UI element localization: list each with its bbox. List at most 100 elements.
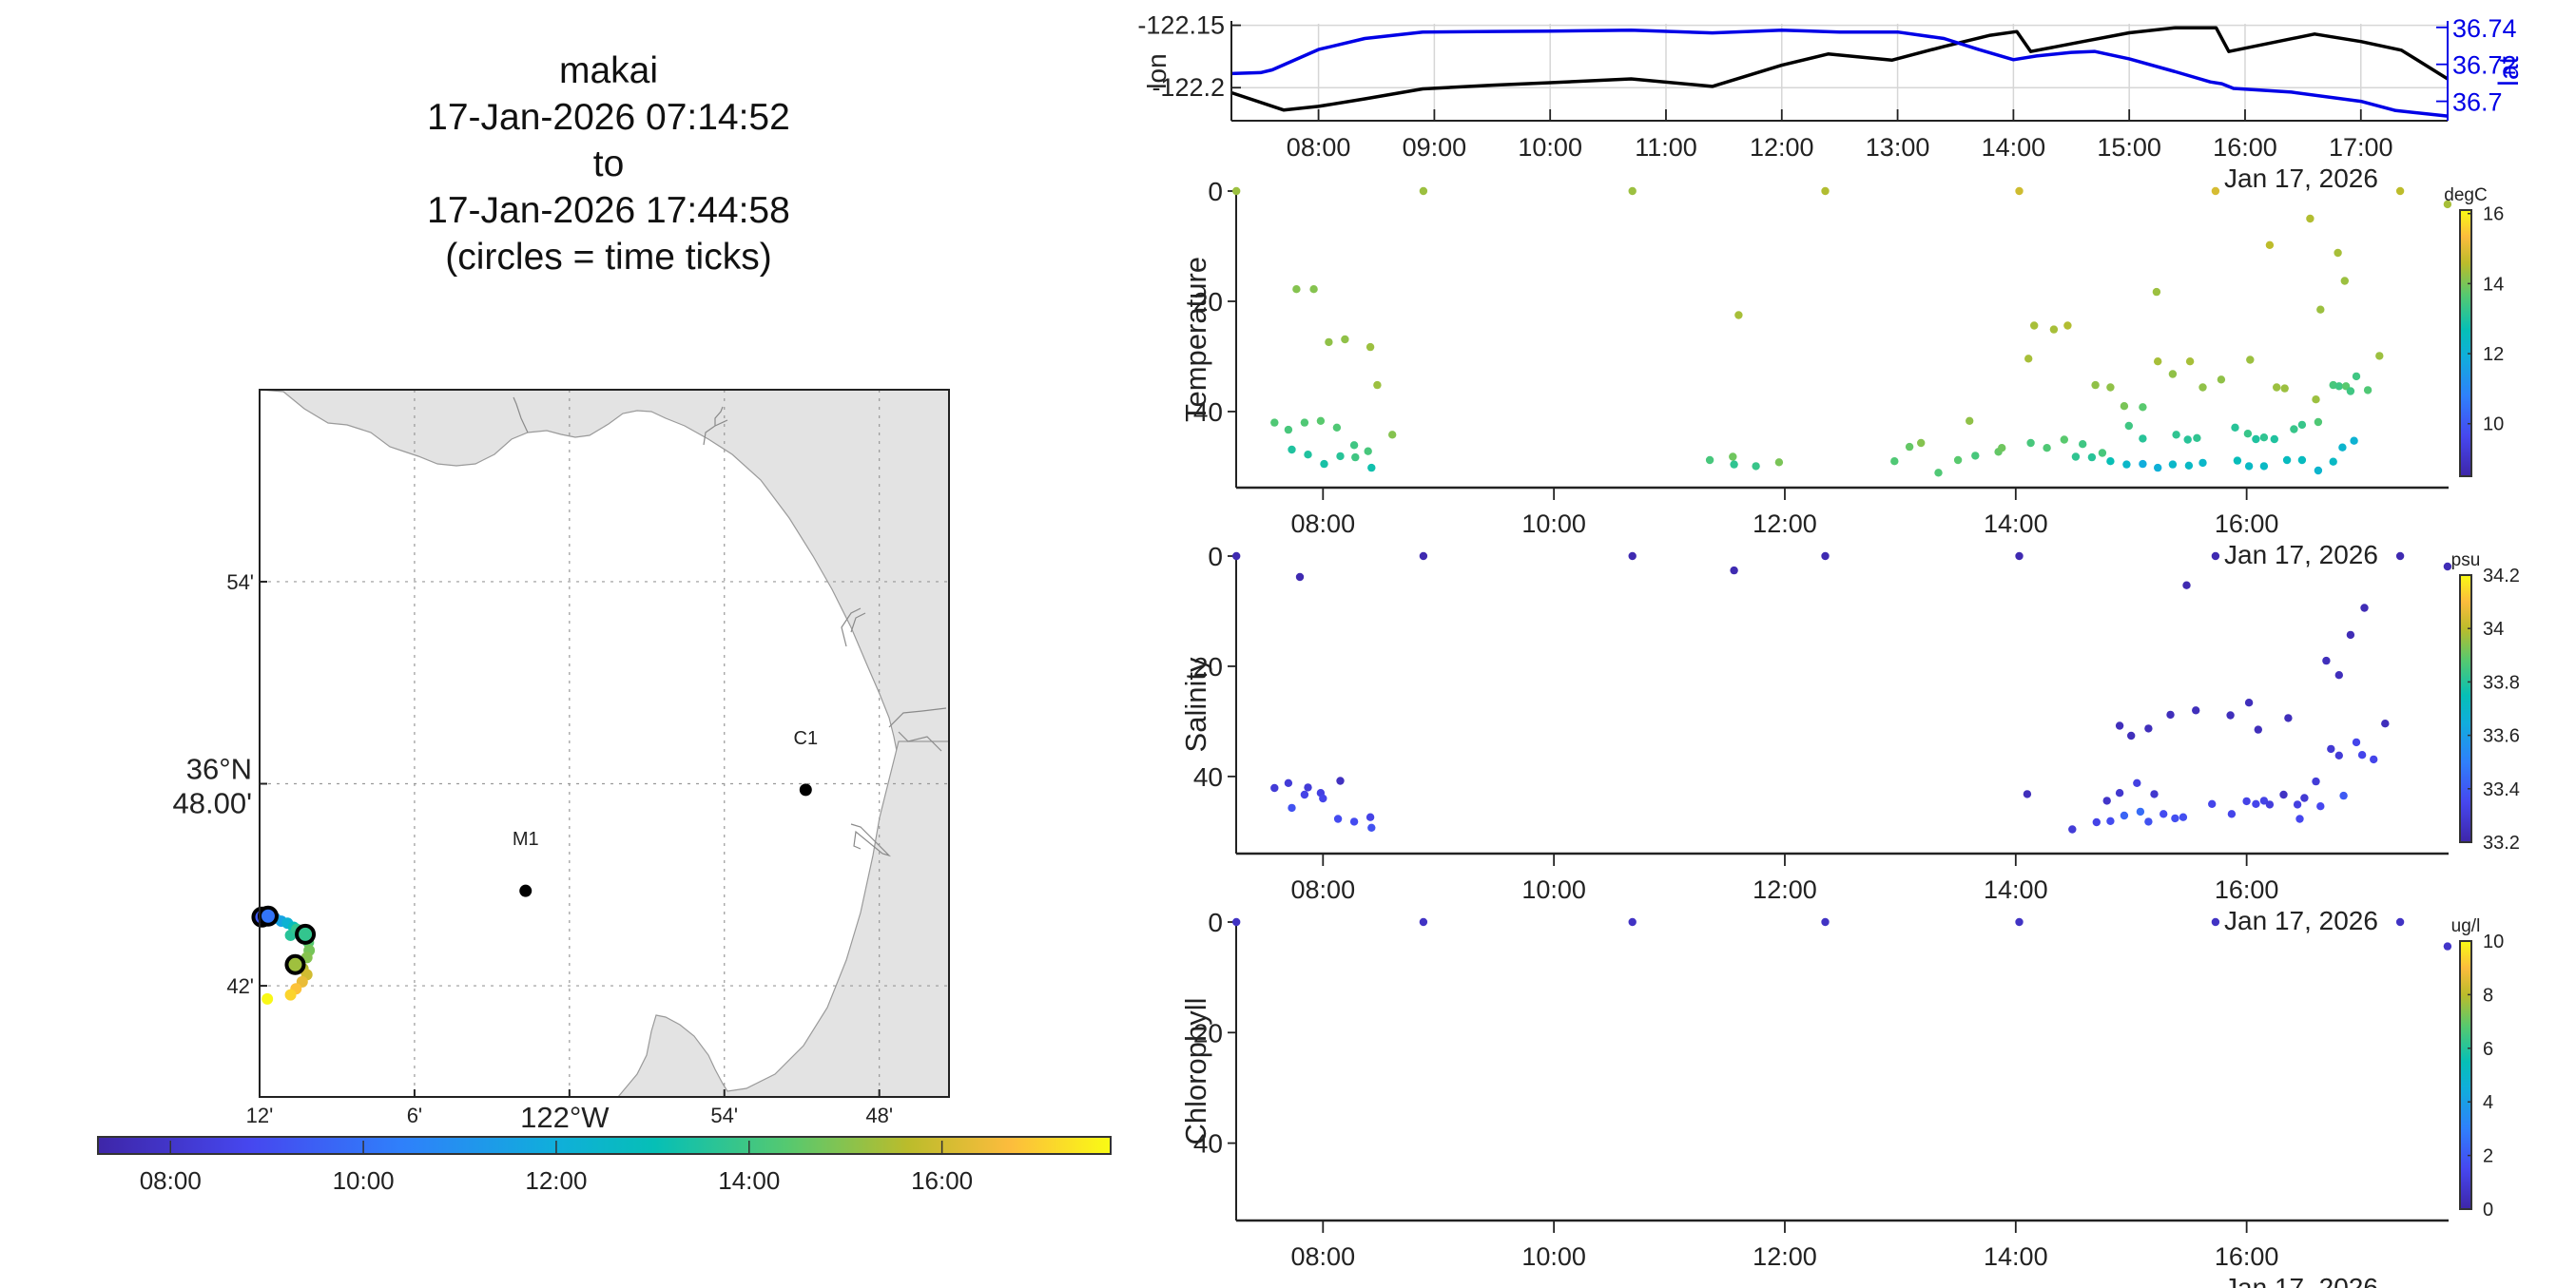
salinity-data-point	[2279, 790, 2288, 799]
temperature-data-point	[2312, 395, 2320, 404]
salinity-colorbar-tick-label: 33.6	[2483, 726, 2520, 747]
salinity-data-point	[2346, 630, 2355, 640]
map-time-tick-circle	[284, 953, 306, 975]
temperature-x-tick-label: 14:00	[1984, 509, 2048, 538]
temperature-colorbar-tick-label: 12	[2483, 344, 2504, 365]
temperature-data-point	[2087, 452, 2097, 462]
salinity-data-point	[1333, 815, 1343, 823]
salinity-data-point	[2192, 706, 2200, 715]
lonlat-y-tick-label: -122.15	[1137, 11, 1225, 40]
temperature-data-point	[2193, 433, 2201, 442]
lonlat-x-tick-label: 17:00	[2329, 133, 2393, 162]
chlorophyll-x-tick-label: 14:00	[1984, 1242, 2048, 1271]
map-land-east	[617, 740, 949, 1097]
map-time-tick-circle	[295, 923, 317, 945]
salinity-data-point	[2133, 779, 2141, 787]
map-river-1	[513, 396, 529, 433]
temperature-data-point	[2154, 463, 2162, 472]
title-line-end: 17-Jan-2026 17:44:58	[427, 190, 790, 231]
salinity-data-point	[1628, 551, 1637, 561]
salinity-data-point	[2259, 797, 2269, 805]
map-x-tick-label: 12'	[246, 1104, 274, 1127]
lonlat-x-tick-label: 12:00	[1750, 133, 1814, 162]
temperature-colorbar-unit: degC	[2444, 185, 2487, 205]
temperature-data-point	[1292, 285, 1301, 294]
temperature-data-point	[2233, 456, 2242, 465]
time-colorbar-gradient	[97, 1136, 1112, 1155]
salinity-y-tick-label: 20	[1193, 652, 1223, 682]
salinity-data-point	[1300, 790, 1309, 799]
temperature-plot: Jan 17, 2026 08:00 10:00 12:00 14:00 16:00 0 20…	[1179, 177, 2504, 569]
chlorophyll-colorbar-tick-label: 8	[2483, 985, 2493, 1006]
temperature-data-point	[2124, 421, 2133, 431]
time-colorbar-ticks: 08:00 10:00 12:00 14:00 16:00	[140, 1141, 973, 1195]
temperature-x-tick-label: 08:00	[1291, 509, 1356, 538]
temperature-data-point	[2152, 287, 2161, 297]
map-y-tick-label: 48.00'	[173, 787, 253, 820]
temperature-data-point	[1821, 186, 1830, 196]
temperature-data-point	[2338, 443, 2347, 452]
lonlat-y2-tick-label: 36.7	[2452, 88, 2503, 117]
temperature-data-point	[2030, 321, 2039, 330]
temperature-data-point	[2265, 240, 2275, 249]
chlorophyll-x-tick-label: 10:00	[1521, 1242, 1586, 1271]
temperature-x-tick-label: 16:00	[2215, 509, 2279, 538]
temperature-data-point	[2049, 325, 2059, 334]
salinity-data-point	[1349, 817, 1359, 826]
lonlat-x-tick-label: 11:00	[1635, 133, 1697, 162]
temperature-data-point	[1320, 459, 1328, 469]
salinity-data-point	[1730, 566, 1738, 575]
chlorophyll-y-axis-label: Chlorophyll	[1179, 997, 1212, 1144]
temperature-data-point	[2106, 383, 2115, 392]
salinity-colorbar	[2459, 574, 2472, 843]
chlorophyll-colorbar	[2459, 940, 2472, 1210]
salinity-y-axis-label: Salinity	[1179, 657, 1212, 752]
map-x-tick-label: 48'	[865, 1104, 893, 1127]
temperature-colorbar-tick-label: 14	[2483, 274, 2504, 295]
salinity-colorbar-tick-label: 34.2	[2483, 566, 2520, 586]
salinity-data-point	[1319, 794, 1327, 803]
temperature-data-point	[2154, 357, 2162, 366]
salinity-data-point	[1232, 551, 1241, 561]
temperature-data-point	[1774, 458, 1784, 467]
temperature-data-point	[1309, 285, 1318, 294]
chlorophyll-colorbar-tick-label: 0	[2483, 1200, 2493, 1221]
chlorophyll-y-tick-label: 20	[1193, 1018, 1223, 1048]
salinity-data-point	[2254, 725, 2262, 734]
temperature-data-point	[1966, 416, 1974, 425]
temperature-data-point	[2168, 460, 2178, 469]
salinity-y-tick-label: 40	[1193, 762, 1223, 792]
title-line-to: to	[592, 144, 625, 184]
salinity-data-point	[2312, 777, 2320, 786]
salinity-data-point	[2150, 790, 2159, 798]
temperature-data-point	[1752, 462, 1760, 471]
temperature-data-point	[1284, 425, 1293, 434]
temperature-data-point	[2060, 435, 2068, 444]
lonlat-x-tick-label: 09:00	[1403, 133, 1467, 162]
map-grid	[260, 390, 949, 1097]
chlorophyll-data-point	[1821, 917, 1830, 927]
temperature-data-point	[1388, 431, 1397, 439]
temperature-data-point	[2334, 382, 2343, 391]
temperature-data-point	[1628, 186, 1637, 196]
temperature-data-point	[1364, 447, 1372, 455]
temperature-data-point	[2139, 403, 2147, 412]
salinity-data-point	[2327, 744, 2335, 754]
map-y-tick-label: 42'	[226, 974, 254, 998]
temperature-data-point	[2290, 425, 2298, 433]
temperature-x-tick-label: 10:00	[1521, 509, 1586, 538]
temperature-data-point	[2363, 386, 2373, 394]
temperature-data-point	[2120, 402, 2129, 411]
salinity-data-point	[2182, 581, 2191, 589]
salinity-data-point	[2102, 797, 2111, 805]
lonlat-y2-axis-label: lat	[2493, 55, 2525, 86]
temperature-data-point	[1316, 416, 1326, 425]
salinity-date-label: Jan 17, 2026	[2224, 906, 2378, 935]
salinity-colorbar-unit: psu	[2451, 550, 2481, 570]
chlorophyll-data-point	[2015, 917, 2024, 927]
temperature-data-point	[1232, 186, 1241, 196]
salinity-data-point	[2357, 751, 2367, 759]
map-ticks: 12' 6' 54' 48' 122°W 54' 36°N48.00' 42'	[173, 570, 894, 1134]
temperature-data-point	[1349, 441, 1359, 450]
salinity-data-point	[2227, 810, 2237, 818]
